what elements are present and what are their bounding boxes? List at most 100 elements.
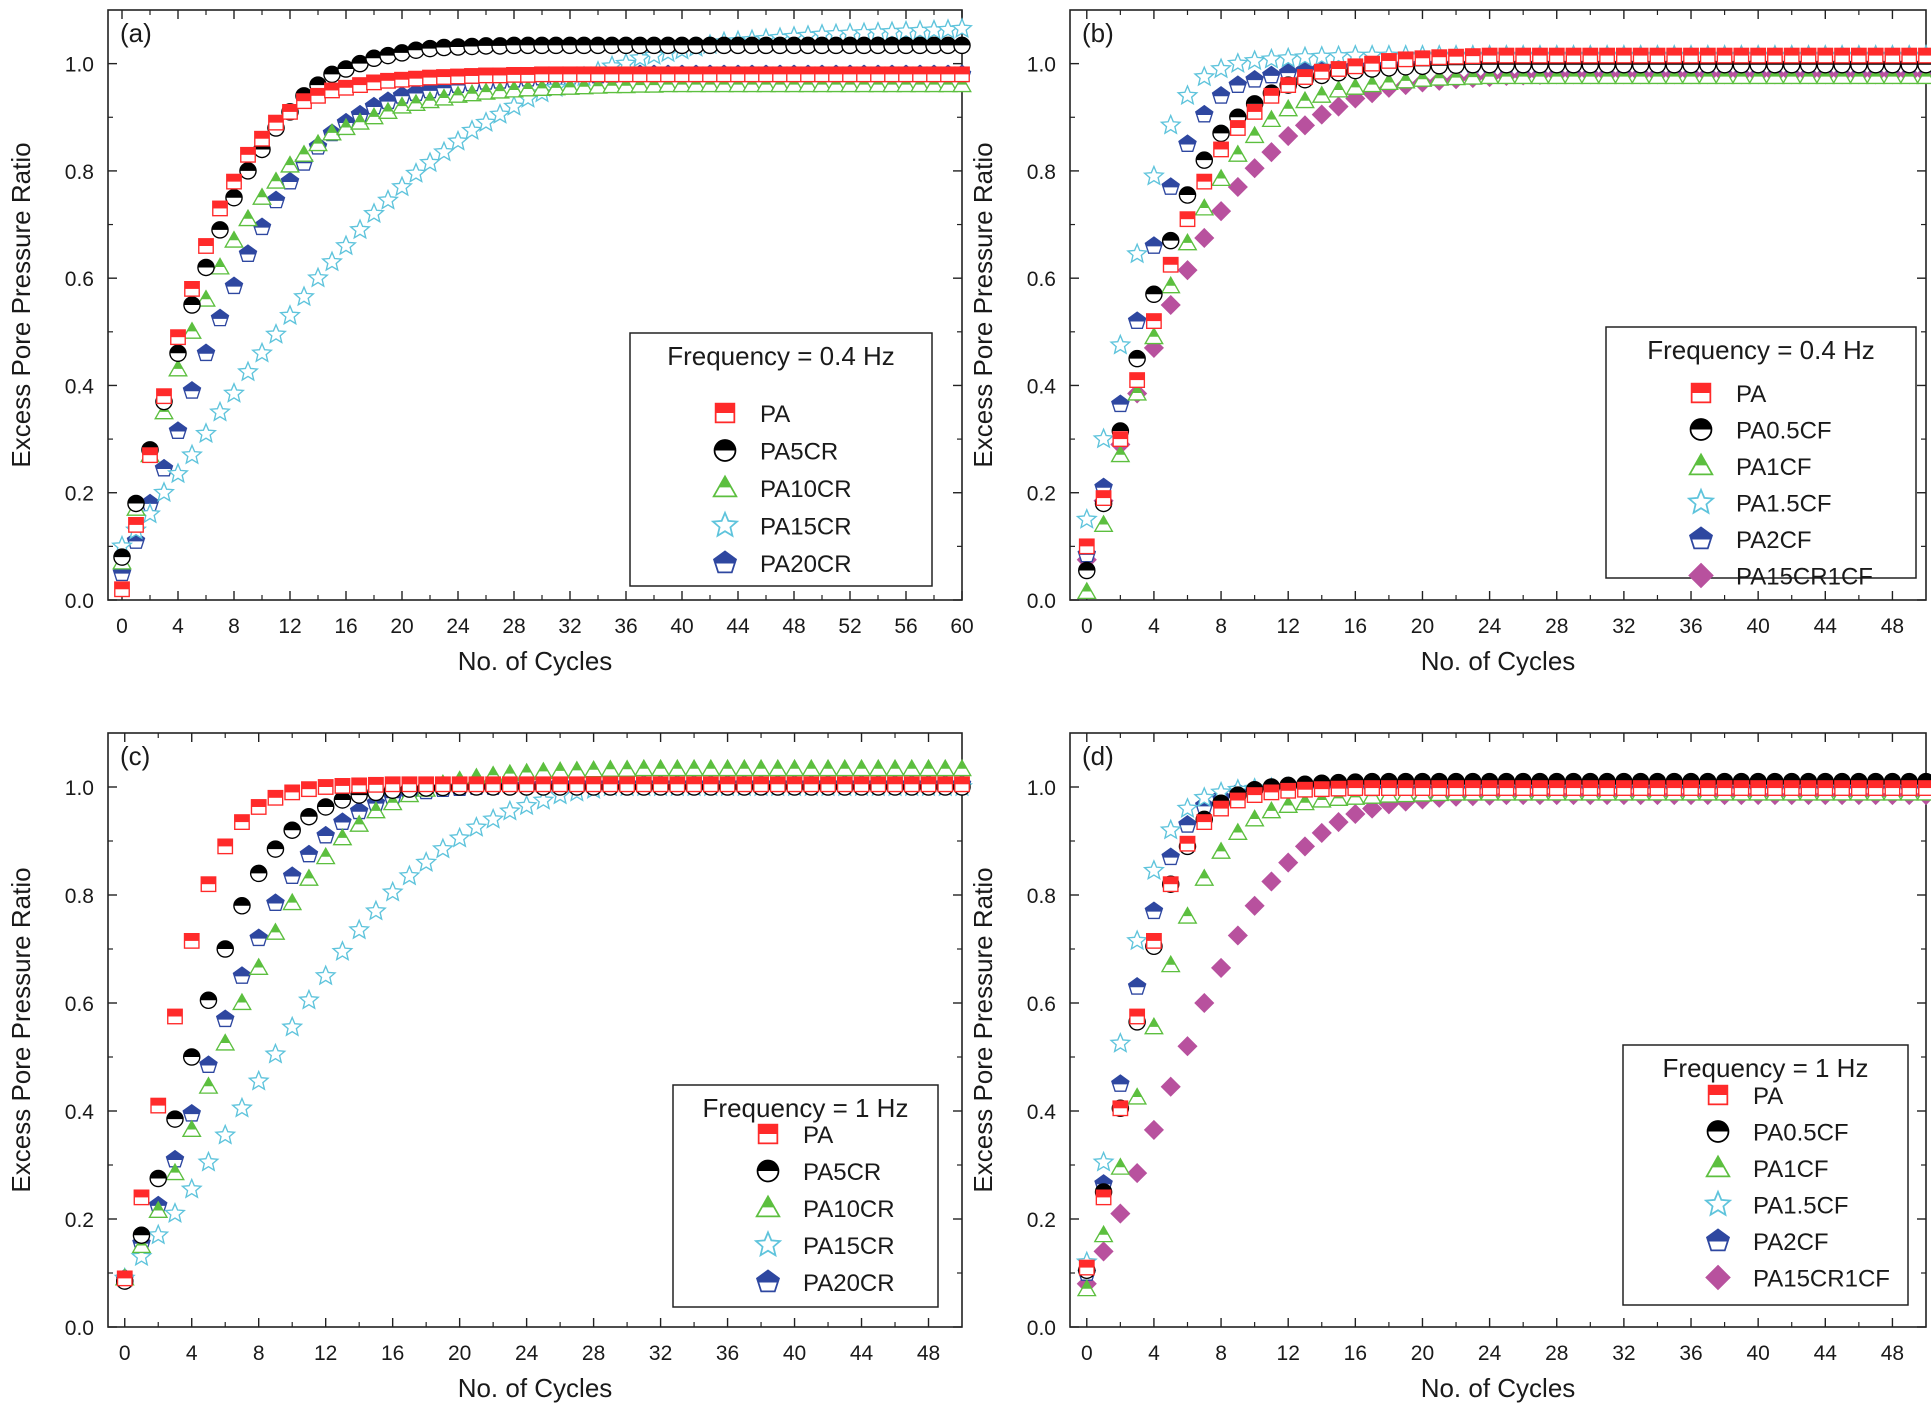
data-point-PA5CR — [799, 36, 817, 55]
data-point-PA5CR — [589, 36, 607, 55]
x-tick-label: 44 — [1814, 1342, 1838, 1365]
data-point-PA — [786, 776, 803, 793]
data-point-PA — [418, 776, 435, 793]
legend-marker-PA — [757, 1123, 779, 1145]
legend-marker-PA15CR1CF — [1705, 1264, 1731, 1291]
plot-frame — [1069, 9, 1927, 601]
data-point-PA1CF — [1278, 98, 1299, 117]
y-axis-title: Excess Pore Pressure Ratio — [6, 867, 36, 1192]
legend-label-PA1CF: PA1CF — [1736, 454, 1812, 481]
data-point-PA — [1397, 780, 1414, 796]
data-point-PA — [1884, 47, 1901, 64]
data-point-PA2CF — [1228, 75, 1248, 93]
data-point-PA — [1867, 780, 1884, 796]
data-point-PA5CR — [197, 258, 215, 277]
data-point-PA — [114, 581, 130, 598]
data-point-PA — [1901, 47, 1918, 64]
data-point-PA5CR — [561, 36, 579, 55]
data-point-PA15CR1CF — [1160, 1076, 1181, 1097]
data-point-PA1CF — [1110, 444, 1131, 463]
data-point-PA15CR — [503, 95, 525, 116]
data-point-PA — [870, 66, 886, 83]
x-tick-label: 0 — [119, 1342, 131, 1365]
data-point-PA10CR — [196, 289, 216, 307]
data-point-PA — [450, 68, 466, 85]
data-point-PA — [284, 784, 301, 801]
data-point-PA10CR — [349, 814, 370, 832]
data-point-PA15CR — [247, 1069, 270, 1091]
data-point-PA — [240, 146, 256, 163]
data-point-PA15CR1CF — [1177, 260, 1198, 281]
legend-marker-PA15CR — [710, 510, 740, 538]
data-point-PA — [1498, 780, 1515, 796]
x-tick-label: 44 — [726, 615, 750, 638]
data-point-PA10CR — [490, 81, 510, 99]
data-point-PA20CR — [349, 801, 369, 820]
data-point-PA10CR — [734, 758, 755, 777]
data-point-PA20CR — [168, 421, 188, 439]
data-point-PA10CR — [366, 801, 386, 819]
data-point-PA15CR1CF — [1294, 836, 1316, 857]
data-point-PA10CR — [617, 759, 638, 777]
data-point-PA2CF — [1144, 901, 1164, 920]
x-tick-label: 36 — [614, 615, 637, 638]
data-point-PA — [1683, 47, 1699, 64]
data-point-PA2CF — [1178, 815, 1197, 833]
data-point-PA20CR — [210, 308, 230, 327]
data-point-PA10CR — [165, 1162, 185, 1181]
data-point-PA — [619, 776, 636, 793]
data-point-PA — [716, 66, 732, 83]
panel-1: 0 4 8 12 16 20 24 28 32 36 40 44 480.00.20.40.60.81.… — [968, 9, 1931, 676]
data-point-PA — [1850, 47, 1867, 64]
data-point-PA10CR — [308, 133, 328, 152]
data-point-PA — [535, 776, 552, 793]
data-point-PA — [1615, 47, 1632, 64]
x-tick-label: 8 — [1215, 1342, 1227, 1365]
data-point-PA1CF — [1144, 326, 1164, 345]
legend-label-PA0.5CF: PA0.5CF — [1753, 1120, 1849, 1147]
data-point-PA15CR — [363, 202, 385, 224]
data-point-PA — [903, 776, 920, 793]
data-point-PA — [1213, 800, 1229, 817]
data-point-PA2CF — [1127, 311, 1147, 329]
data-point-PA15CR — [909, 19, 931, 41]
data-point-PA — [1162, 876, 1179, 893]
data-point-PA — [926, 66, 942, 83]
y-tick-label: 0.6 — [65, 268, 94, 291]
x-tick-label: 24 — [515, 1342, 539, 1365]
data-point-PA — [133, 1189, 150, 1206]
data-point-PA1CF — [1345, 77, 1366, 95]
x-tick-label: 8 — [228, 615, 240, 638]
data-point-PA15CR — [314, 964, 337, 986]
x-tick-label: 32 — [1612, 615, 1635, 638]
series-layer — [113, 758, 973, 1290]
data-point-PA15CR1CF — [1177, 1036, 1198, 1057]
x-tick-label: 40 — [1746, 1342, 1769, 1365]
data-point-PA15CR — [349, 218, 371, 240]
y-tick-label: 0.8 — [1027, 161, 1056, 184]
data-point-PA10CR — [518, 79, 538, 97]
data-point-PA — [128, 517, 144, 533]
data-point-PA — [758, 66, 774, 83]
data-point-PA20CR — [215, 1009, 235, 1028]
x-tick-label: 24 — [446, 615, 470, 638]
data-point-PA — [468, 776, 485, 793]
panel-label: (a) — [120, 18, 152, 48]
data-point-PA — [842, 66, 858, 83]
data-point-PA10CR — [834, 758, 855, 777]
x-tick-label: 20 — [390, 615, 413, 638]
legend: Frequency = 0.4 Hz PA PA5CR PA10CR PA15CR PA2… — [629, 332, 933, 587]
data-point-PA10CR — [583, 759, 604, 778]
y-tick-label: 0.2 — [1027, 1209, 1056, 1232]
data-point-PA — [1699, 780, 1716, 796]
data-point-PA1.5CF — [1176, 84, 1199, 106]
data-point-PA — [184, 281, 200, 297]
data-point-PA — [772, 66, 788, 83]
data-point-PA — [352, 77, 368, 93]
data-point-PA20CR — [196, 343, 216, 362]
data-point-PA — [1129, 1008, 1146, 1025]
data-point-PA5CR — [939, 36, 957, 55]
data-point-PA1CF — [1244, 125, 1265, 144]
data-point-PA15CR1CF — [1328, 812, 1349, 833]
legend-marker-PA20CR — [755, 1269, 781, 1293]
